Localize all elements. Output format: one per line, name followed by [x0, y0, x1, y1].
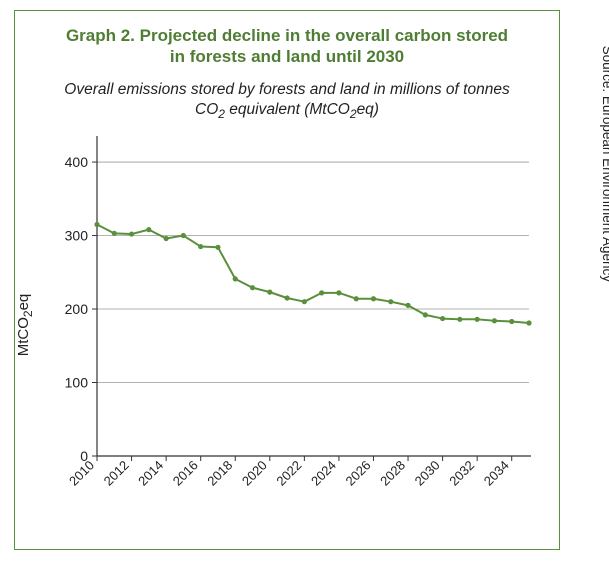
data-marker: [371, 296, 376, 301]
x-tick-label: 2024: [308, 458, 339, 489]
subtitle-line-1: Overall emissions stored by forests and …: [64, 81, 509, 98]
data-marker: [336, 291, 341, 296]
ylabel-sub: 2: [21, 311, 35, 318]
x-tick-label: 2016: [170, 458, 201, 489]
y-tick-label: 200: [65, 301, 89, 317]
source-attribution: Source: European Environment Agency: [600, 45, 609, 281]
title-line-1: Graph 2. Projected decline in the overal…: [66, 26, 508, 45]
data-marker: [215, 245, 220, 250]
x-tick-label: 2014: [135, 458, 166, 489]
x-tick-label: 2026: [343, 458, 374, 489]
y-axis-label: MtCO2eq: [15, 294, 35, 357]
x-tick-label: 2010: [66, 458, 97, 489]
x-tick-label: 2018: [204, 458, 235, 489]
data-marker: [94, 222, 99, 227]
data-marker: [164, 236, 169, 241]
data-marker: [146, 227, 151, 232]
subtitle-co2-post: eq): [357, 101, 379, 118]
data-marker: [423, 313, 428, 318]
y-tick-label: 100: [65, 375, 89, 391]
data-marker: [302, 299, 307, 304]
x-tick-label: 2020: [239, 458, 270, 489]
data-marker: [319, 291, 324, 296]
data-marker: [181, 233, 186, 238]
data-marker: [250, 285, 255, 290]
data-marker: [509, 319, 514, 324]
data-marker: [112, 231, 117, 236]
data-marker: [492, 319, 497, 324]
x-tick-label: 2028: [377, 458, 408, 489]
chart-area: MtCO2eq 01002003004002010201220142016201…: [35, 130, 535, 520]
chart-frame: Graph 2. Projected decline in the overal…: [14, 10, 560, 550]
chart-subtitle: Overall emissions stored by forests and …: [33, 80, 541, 123]
x-tick-label: 2012: [101, 458, 132, 489]
data-marker: [284, 296, 289, 301]
data-marker: [198, 244, 203, 249]
data-marker: [440, 316, 445, 321]
subtitle-co2-sub: 2: [218, 107, 225, 121]
x-tick-label: 2034: [481, 458, 512, 489]
y-tick-label: 300: [65, 228, 89, 244]
data-marker: [526, 321, 531, 326]
data-marker: [267, 290, 272, 295]
line-chart-svg: 0100200300400201020122014201620182020202…: [35, 130, 535, 520]
subtitle-co2-sub2: 2: [350, 107, 357, 121]
data-line: [97, 225, 529, 323]
data-marker: [475, 317, 480, 322]
x-tick-label: 2032: [446, 458, 477, 489]
data-marker: [388, 299, 393, 304]
subtitle-co2-mid: equivalent (MtCO: [225, 101, 350, 118]
data-marker: [354, 296, 359, 301]
data-marker: [129, 232, 134, 237]
x-tick-label: 2030: [412, 458, 443, 489]
title-line-2: in forests and land until 2030: [170, 47, 404, 66]
data-marker: [457, 317, 462, 322]
chart-title: Graph 2. Projected decline in the overal…: [33, 25, 541, 68]
ylabel-post: eq: [15, 294, 32, 311]
x-tick-label: 2022: [273, 458, 304, 489]
data-marker: [233, 277, 238, 282]
ylabel-pre: MtCO: [15, 317, 32, 356]
data-marker: [405, 303, 410, 308]
subtitle-co2-pre: CO: [195, 101, 218, 118]
y-tick-label: 400: [65, 154, 89, 170]
